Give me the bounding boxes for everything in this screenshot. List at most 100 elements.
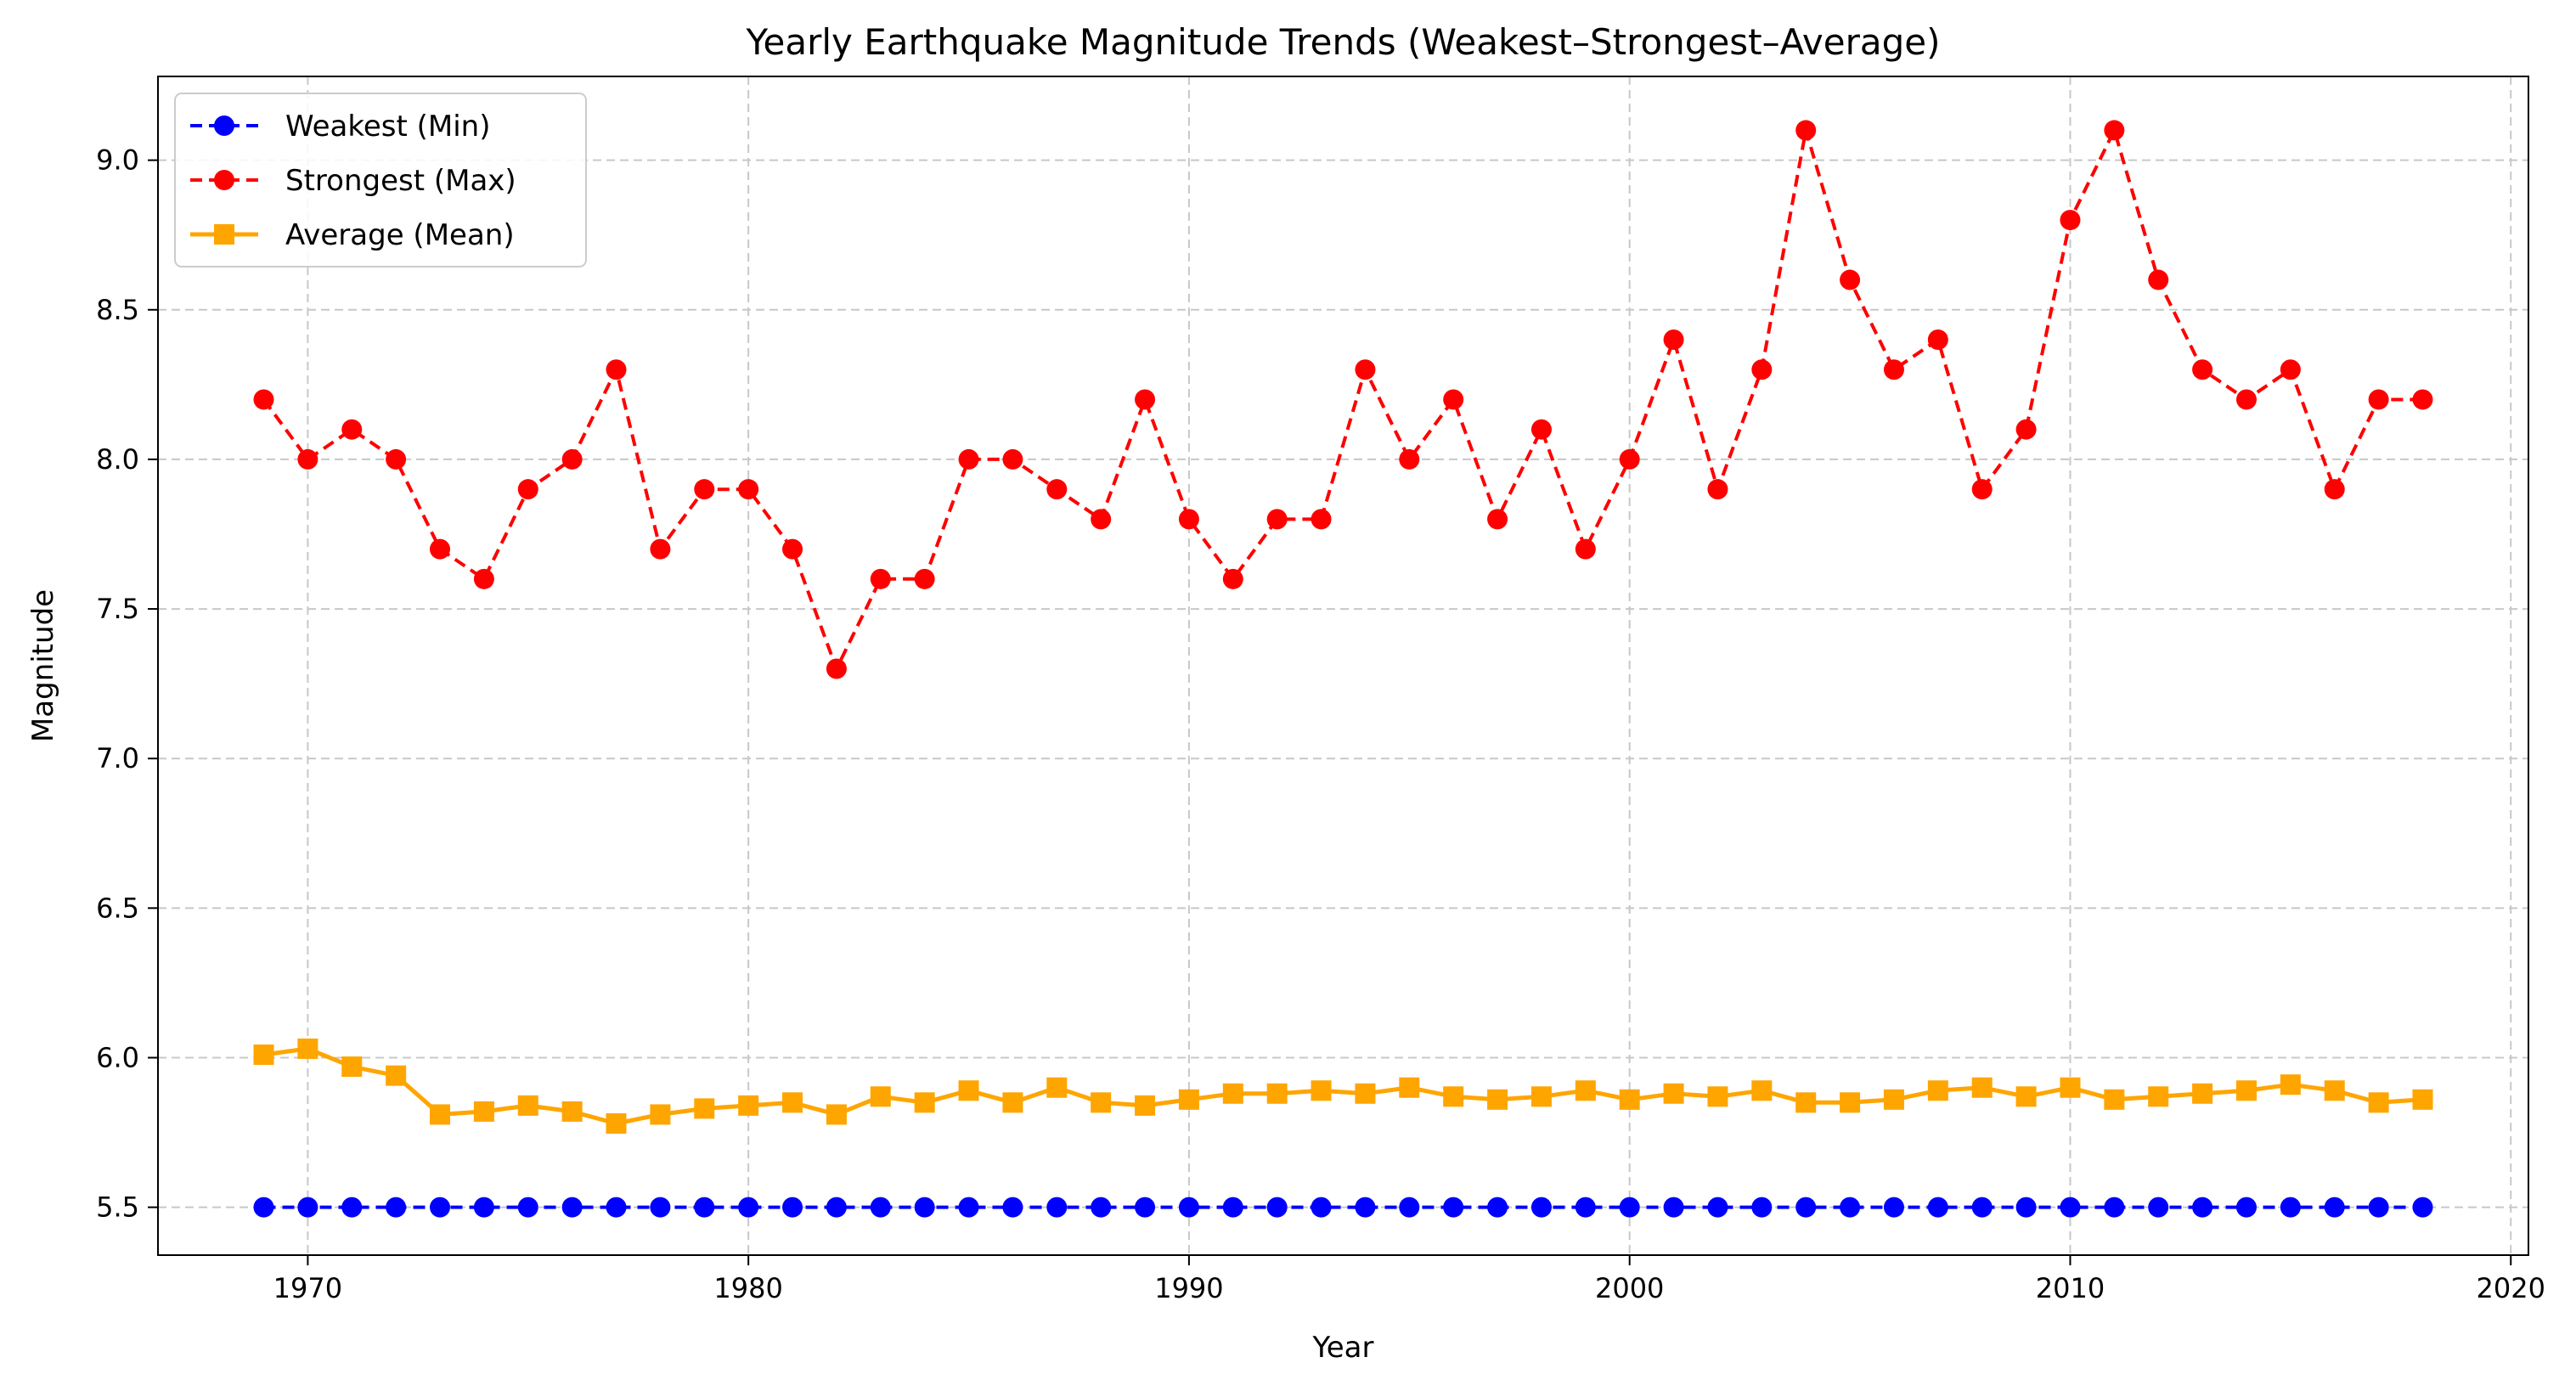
series-1-point-1984 bbox=[914, 568, 935, 589]
series-2-point-1987 bbox=[1046, 1077, 1068, 1098]
series-0-point-2009 bbox=[2015, 1197, 2037, 1218]
series-0-point-1996 bbox=[1443, 1197, 1464, 1218]
series-0-point-2013 bbox=[2192, 1197, 2213, 1218]
series-0-point-2000 bbox=[1619, 1197, 1640, 1218]
legend-item-1: Strongest (Max) bbox=[190, 164, 516, 198]
series-0-point-1983 bbox=[870, 1197, 891, 1218]
series-2-point-2006 bbox=[1883, 1089, 1904, 1110]
series-2-point-2002 bbox=[1707, 1086, 1728, 1107]
y-tick-label-6: 8.5 bbox=[96, 294, 139, 326]
series-0-point-1987 bbox=[1046, 1197, 1068, 1218]
series-1-point-1977 bbox=[606, 359, 627, 380]
series-0-point-2014 bbox=[2235, 1197, 2257, 1218]
series-0-point-2008 bbox=[1971, 1197, 1993, 1218]
x-tick-label-1970: 1970 bbox=[273, 1272, 342, 1304]
series-1-point-2016 bbox=[2324, 479, 2345, 500]
legend-swatch-marker-0 bbox=[214, 115, 234, 136]
series-1-point-2006 bbox=[1883, 359, 1904, 380]
series-1-point-2003 bbox=[1751, 359, 1773, 380]
legend-label-1: Strongest (Max) bbox=[285, 164, 516, 198]
series-1-point-1980 bbox=[738, 479, 759, 500]
series-2-point-1977 bbox=[606, 1112, 627, 1134]
series-0-point-1972 bbox=[386, 1197, 407, 1218]
series-2-point-1996 bbox=[1443, 1086, 1464, 1107]
series-1-point-1994 bbox=[1355, 359, 1376, 380]
series-1-point-1991 bbox=[1222, 568, 1243, 589]
series-2-point-2012 bbox=[2148, 1086, 2169, 1107]
series-0-point-1999 bbox=[1575, 1197, 1596, 1218]
series-1-point-2008 bbox=[1971, 479, 1993, 500]
series-1-point-1972 bbox=[386, 448, 407, 470]
series-2-point-2013 bbox=[2192, 1083, 2213, 1104]
series-2-point-1981 bbox=[782, 1092, 803, 1113]
series-1-point-2010 bbox=[2060, 210, 2081, 231]
series-2-point-1998 bbox=[1530, 1086, 1552, 1107]
series-2-point-1989 bbox=[1135, 1095, 1156, 1116]
y-axis-title: Magnitude bbox=[26, 589, 60, 742]
series-0-point-1984 bbox=[914, 1197, 935, 1218]
legend-swatch-marker-1 bbox=[214, 170, 234, 190]
series-0-point-2010 bbox=[2060, 1197, 2081, 1218]
x-tick-label-2020: 2020 bbox=[2477, 1272, 2545, 1304]
series-0-point-1971 bbox=[341, 1197, 363, 1218]
series-0-point-1997 bbox=[1487, 1197, 1508, 1218]
series-2-point-1984 bbox=[914, 1092, 935, 1113]
series-2-point-2015 bbox=[2280, 1074, 2301, 1095]
x-tick-label-2000: 2000 bbox=[1595, 1272, 1664, 1304]
series-0-point-2003 bbox=[1751, 1197, 1773, 1218]
series-2-point-2004 bbox=[1795, 1092, 1817, 1113]
series-0-point-1989 bbox=[1135, 1197, 1156, 1218]
series-1-point-2015 bbox=[2280, 359, 2301, 380]
series-1-point-2014 bbox=[2235, 389, 2257, 410]
series-2-point-1972 bbox=[386, 1065, 407, 1086]
series-0-point-1986 bbox=[1002, 1197, 1023, 1218]
series-2-point-1976 bbox=[561, 1101, 583, 1122]
series-0-point-1998 bbox=[1530, 1197, 1552, 1218]
series-2 bbox=[253, 1038, 2433, 1134]
series-0-point-2004 bbox=[1795, 1197, 1817, 1218]
series-1-point-2007 bbox=[1927, 329, 1948, 351]
series-2-point-1988 bbox=[1091, 1092, 1112, 1113]
series-2-point-1982 bbox=[826, 1104, 847, 1125]
series-1-point-2011 bbox=[2104, 120, 2125, 141]
series-1-point-1971 bbox=[341, 419, 363, 440]
series-0-point-1974 bbox=[473, 1197, 494, 1218]
series-2-point-1980 bbox=[738, 1095, 759, 1116]
series-2-point-1995 bbox=[1399, 1077, 1420, 1098]
series-1-point-1976 bbox=[561, 448, 583, 470]
series-2-point-1985 bbox=[958, 1080, 979, 1101]
series-layer bbox=[253, 120, 2433, 1218]
series-1-point-1986 bbox=[1002, 448, 1023, 470]
series-2-point-2003 bbox=[1751, 1080, 1773, 1101]
series-1-point-1981 bbox=[782, 538, 803, 560]
series-0-point-1976 bbox=[561, 1197, 583, 1218]
legend-label-0: Weakest (Min) bbox=[285, 110, 491, 144]
series-0-point-2012 bbox=[2148, 1197, 2169, 1218]
y-tick-label-1: 6.0 bbox=[96, 1041, 139, 1073]
series-0-point-2018 bbox=[2412, 1197, 2433, 1218]
series-0-point-1979 bbox=[694, 1197, 715, 1218]
legend-label-2: Average (Mean) bbox=[285, 218, 515, 252]
series-1-point-1998 bbox=[1530, 419, 1552, 440]
chart-title: Yearly Earthquake Magnitude Trends (Weak… bbox=[745, 21, 1940, 63]
series-2-point-2017 bbox=[2368, 1092, 2389, 1113]
series-2-point-1991 bbox=[1222, 1083, 1243, 1104]
series-0-point-1990 bbox=[1178, 1197, 1199, 1218]
series-0-point-1975 bbox=[517, 1197, 538, 1218]
series-0-point-1988 bbox=[1091, 1197, 1112, 1218]
series-1-point-2018 bbox=[2412, 389, 2433, 410]
series-1-point-1995 bbox=[1399, 448, 1420, 470]
series-1-point-1993 bbox=[1311, 509, 1332, 530]
series-1-point-2000 bbox=[1619, 448, 1640, 470]
series-2-point-1978 bbox=[650, 1104, 671, 1125]
series-0-point-2001 bbox=[1663, 1197, 1684, 1218]
series-2-point-1993 bbox=[1311, 1080, 1332, 1101]
series-0-point-2016 bbox=[2324, 1197, 2345, 1218]
x-axis-ticks: 1970 1980 1990 2000 2010 2020 bbox=[273, 1255, 2545, 1304]
series-2-point-2001 bbox=[1663, 1083, 1684, 1104]
legend: Weakest (Min) Strongest (Max) Average (Mea… bbox=[174, 93, 587, 268]
series-0-point-1973 bbox=[430, 1197, 451, 1218]
series-1-point-1969 bbox=[253, 389, 274, 410]
series-2-point-2008 bbox=[1971, 1077, 1993, 1098]
grid-lines bbox=[158, 76, 2528, 1255]
